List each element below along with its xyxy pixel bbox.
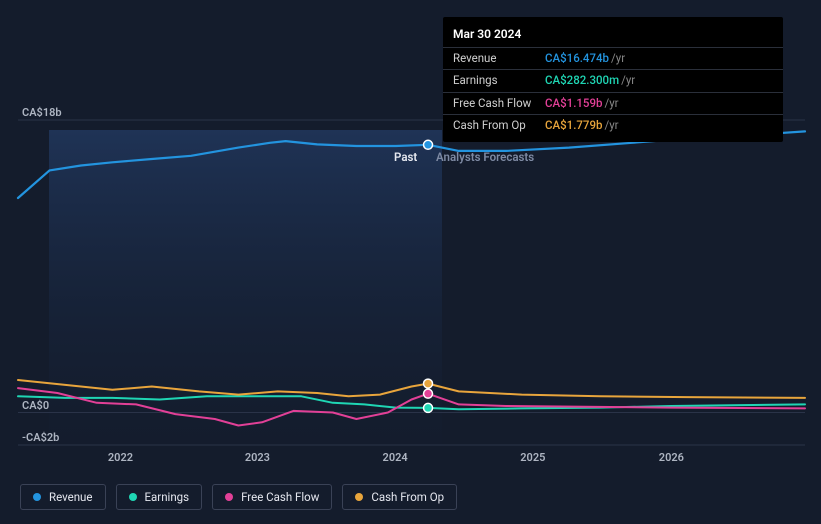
x-tick-label: 2022 xyxy=(108,451,133,464)
tooltip-date: Mar 30 2024 xyxy=(443,23,783,47)
legend-swatch-icon xyxy=(129,493,137,501)
tooltip-row-label: Earnings xyxy=(453,72,545,89)
divider-label-forecast: Analysts Forecasts xyxy=(436,150,534,164)
y-tick-label: -CA$2b xyxy=(22,431,59,444)
tooltip-row-label: Revenue xyxy=(453,50,545,67)
y-tick-label: CA$18b xyxy=(22,106,62,119)
x-tick-label: 2025 xyxy=(520,451,545,464)
x-tick-label: 2024 xyxy=(383,451,408,464)
tooltip-row-unit: /yr xyxy=(611,50,625,67)
legend-swatch-icon xyxy=(355,493,363,501)
tooltip-row: Free Cash FlowCA$1.159b/yr xyxy=(443,92,783,114)
x-tick-label: 2026 xyxy=(659,451,684,464)
legend-swatch-icon xyxy=(225,493,233,501)
tooltip-row: EarningsCA$282.300m/yr xyxy=(443,69,783,91)
y-tick-label: CA$0 xyxy=(22,399,49,412)
tooltip-row-value: CA$16.474b xyxy=(545,50,609,67)
chart-tooltip: Mar 30 2024 RevenueCA$16.474b/yrEarnings… xyxy=(443,17,783,142)
legend-toggle-fcf[interactable]: Free Cash Flow xyxy=(212,484,332,510)
legend-toggle-cfo[interactable]: Cash From Op xyxy=(342,484,457,510)
legend-item-label: Earnings xyxy=(145,490,190,504)
tooltip-row-value: CA$1.779b xyxy=(545,117,602,134)
tooltip-row-value: CA$1.159b xyxy=(545,95,602,112)
legend-item-label: Revenue xyxy=(49,490,93,504)
legend-toggle-revenue[interactable]: Revenue xyxy=(20,484,106,510)
tooltip-row-label: Cash From Op xyxy=(453,117,545,134)
legend-item-label: Free Cash Flow xyxy=(241,490,319,504)
tooltip-row-unit: /yr xyxy=(621,72,635,89)
tooltip-row: RevenueCA$16.474b/yr xyxy=(443,47,783,69)
legend-toggle-earnings[interactable]: Earnings xyxy=(116,484,203,510)
divider-label-past: Past xyxy=(394,150,417,164)
tooltip-row-label: Free Cash Flow xyxy=(453,95,545,112)
legend-item-label: Cash From Op xyxy=(371,490,444,504)
chart-legend: Revenue Earnings Free Cash Flow Cash From O… xyxy=(20,484,457,510)
earnings-forecast-chart: CA$18b CA$0 -CA$2b 2022 2023 2024 2025 2026 Pa… xyxy=(0,0,821,524)
tooltip-row: Cash From OpCA$1.779b/yr xyxy=(443,114,783,136)
tooltip-row-unit: /yr xyxy=(604,95,618,112)
tooltip-row-value: CA$282.300m xyxy=(545,72,619,89)
x-tick-label: 2023 xyxy=(245,451,270,464)
tooltip-row-unit: /yr xyxy=(604,117,618,134)
legend-swatch-icon xyxy=(33,493,41,501)
